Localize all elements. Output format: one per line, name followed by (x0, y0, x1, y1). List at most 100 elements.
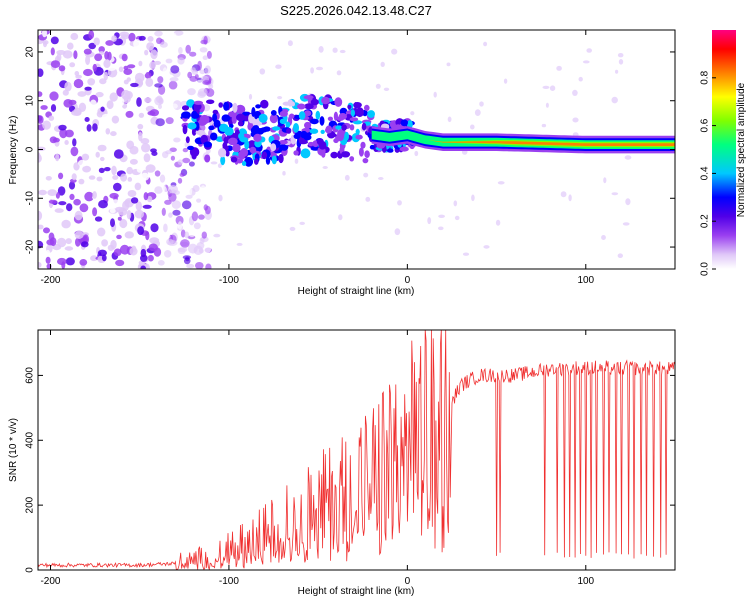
spectral-noise-blob (81, 241, 89, 248)
spectral-noise-blob (414, 150, 419, 157)
spectral-energy-blob (325, 125, 333, 134)
spectral-noise-blob (191, 211, 199, 222)
spectral-energy-blob (279, 118, 287, 125)
spectral-noise-blob (187, 88, 196, 96)
spectral-energy-blob (334, 97, 343, 107)
spectral-energy-blob (285, 121, 291, 128)
spectral-energy-blob (364, 104, 370, 111)
spectral-noise-blob (64, 81, 72, 92)
spectral-noise-blob (140, 254, 148, 262)
spectral-noise-blob (213, 233, 221, 238)
colorbar-gradient (712, 30, 736, 269)
spectral-noise-blob (118, 66, 124, 73)
spectral-noise-blob (114, 123, 122, 133)
spectral-noise-blob (101, 239, 108, 247)
spectral-noise-blob (43, 227, 50, 234)
spectral-energy-blob (225, 150, 230, 157)
spectral-energy-blob (227, 137, 238, 146)
spectral-noise-blob (187, 71, 193, 79)
spectral-noise-blob (88, 175, 96, 180)
y-tick-label: 0 (25, 567, 36, 573)
spectral-noise-blob (586, 48, 592, 53)
x-tick-label: 0 (405, 576, 411, 587)
colorbar: 0.0 0.2 0.4 0.6 0.8 Normalized spectral ampl… (700, 30, 747, 276)
spectral-noise-blob (58, 172, 64, 180)
spectral-noise-blob (471, 194, 475, 202)
spectral-energy-blob (208, 125, 215, 131)
spectral-energy-blob (244, 139, 250, 150)
spectral-noise-blob (121, 53, 128, 62)
spectral-noise-blob (185, 256, 190, 262)
spectral-noise-blob (92, 207, 98, 217)
spectral-energy-blob (237, 120, 244, 127)
spectral-noise-blob (162, 151, 169, 159)
spectral-noise-blob (173, 137, 181, 143)
spectral-energy-blob (327, 116, 333, 122)
spectral-energy-blob (353, 102, 358, 109)
spectral-noise-blob (410, 111, 415, 116)
spectral-noise-blob (111, 165, 117, 176)
spectral-energy-blob (387, 148, 394, 153)
spectral-noise-blob (98, 167, 105, 174)
spectral-noise-blob (259, 68, 266, 75)
spectral-energy-blob (191, 152, 197, 160)
spectral-noise-blob (188, 186, 192, 197)
spectral-noise-blob (105, 40, 114, 46)
spectral-energy-blob (231, 114, 237, 124)
spectral-noise-blob (375, 83, 381, 89)
x-tick-label: 100 (577, 576, 594, 587)
y-tick-label: 200 (25, 496, 36, 513)
spectral-noise-blob (202, 80, 212, 86)
spectral-noise-blob (85, 55, 91, 66)
spectral-noise-blob (179, 36, 184, 43)
spectral-energy-blob (261, 151, 268, 160)
spectral-noise-blob (208, 84, 214, 89)
spectral-noise-blob (50, 104, 57, 112)
spectral-noise-blob (94, 216, 103, 222)
spectral-noise-blob (166, 238, 174, 246)
spectral-noise-blob (165, 117, 174, 125)
spectral-noise-blob (58, 201, 67, 206)
spectral-energy-blob (212, 109, 219, 115)
x-tick-label: 100 (577, 275, 594, 286)
spectral-noise-blob (397, 200, 402, 206)
spectral-noise-blob (71, 109, 82, 116)
spectral-noise-blob (197, 60, 202, 71)
spectral-energy-blob (341, 151, 351, 158)
spectral-noise-blob (164, 250, 172, 258)
spectral-noise-blob (145, 77, 154, 87)
spectral-noise-blob (38, 210, 43, 221)
spectral-noise-blob (83, 68, 93, 77)
spectral-noise-blob (217, 163, 222, 168)
spectral-energy-blob (182, 124, 188, 135)
spectral-noise-blob (38, 142, 42, 147)
spectral-noise-blob (70, 32, 79, 41)
spectral-noise-blob (134, 182, 142, 191)
colorbar-tick-label: 0.8 (700, 70, 711, 84)
spectral-noise-blob (497, 181, 505, 185)
spectral-noise-blob (86, 124, 92, 132)
spectral-energy-blob (300, 130, 308, 139)
spectral-noise-blob (453, 200, 458, 207)
spectral-energy-blob (255, 104, 261, 109)
spectral-noise-blob (197, 88, 208, 97)
spectral-noise-blob (164, 199, 172, 205)
spectral-noise-blob (87, 78, 96, 86)
spectral-noise-blob (111, 115, 120, 124)
spectral-energy-blob (319, 116, 325, 126)
spectral-energy-blob (238, 150, 246, 160)
spectral-noise-blob (93, 37, 100, 46)
spectral-noise-blob (168, 192, 177, 202)
spectral-noise-blob (110, 218, 115, 228)
spectral-energy-blob (293, 150, 299, 156)
spectral-noise-blob (138, 60, 143, 67)
spectral-noise-blob (318, 46, 324, 53)
spectral-energy-blob (218, 148, 227, 158)
spectral-noise-blob (40, 105, 48, 110)
spectral-energy-blob (308, 141, 314, 147)
spectral-noise-blob (560, 191, 567, 198)
spectral-energy-blob (249, 146, 257, 154)
spectral-noise-blob (170, 32, 177, 38)
